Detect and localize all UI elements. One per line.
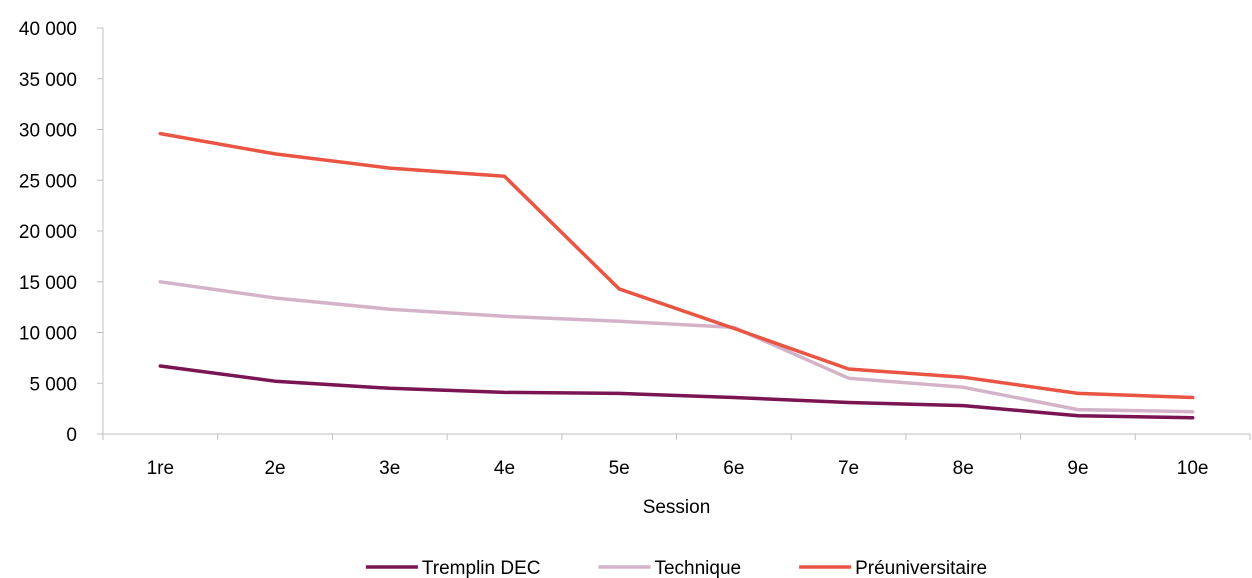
x-tick-label: 10e <box>1177 458 1209 479</box>
legend-label: Préuniversitaire <box>855 558 987 578</box>
x-tick-label: 8e <box>953 458 974 479</box>
y-tick-label: 5 000 <box>29 374 77 395</box>
legend: Tremplin DEC Technique Préuniversitaire <box>365 558 987 578</box>
legend-item: Préuniversitaire <box>799 558 987 578</box>
x-tick-label: 3e <box>379 458 400 479</box>
legend-item: Tremplin DEC <box>365 558 541 578</box>
series-layer <box>158 131 1195 420</box>
y-tick-label: 35 000 <box>19 70 77 91</box>
x-tick-label: 1re <box>147 458 174 479</box>
x-axis: 1re 2e 3e 4e 5e 6e 7e 8e 9e 10e <box>102 433 1251 479</box>
x-axis-title: Session <box>643 497 711 518</box>
legend-label: Technique <box>654 558 741 578</box>
y-tick-label: 0 <box>66 425 77 446</box>
series-line-pr-universitaire <box>158 131 1195 400</box>
y-tick-label: 40 000 <box>19 19 77 40</box>
legend-item: Technique <box>598 558 741 578</box>
y-tick-label: 25 000 <box>19 171 77 192</box>
x-tick-label: 4e <box>494 458 515 479</box>
x-tick-label: 7e <box>838 458 859 479</box>
x-tick-label: 2e <box>264 458 285 479</box>
y-tick-label: 30 000 <box>19 121 77 142</box>
y-tick-label: 15 000 <box>19 273 77 294</box>
y-tick-label: 10 000 <box>19 324 77 345</box>
x-tick-label: 6e <box>723 458 744 479</box>
series-line-tremplin-dec <box>158 364 1195 420</box>
legend-label: Tremplin DEC <box>422 558 541 578</box>
x-tick-label: 5e <box>609 458 630 479</box>
y-axis: 0 5 000 10 000 15 000 20 000 25 000 30 000 35 0… <box>19 19 104 446</box>
series-line-technique <box>158 280 1195 414</box>
y-tick-label: 20 000 <box>19 222 77 243</box>
x-tick-label: 9e <box>1067 458 1088 479</box>
